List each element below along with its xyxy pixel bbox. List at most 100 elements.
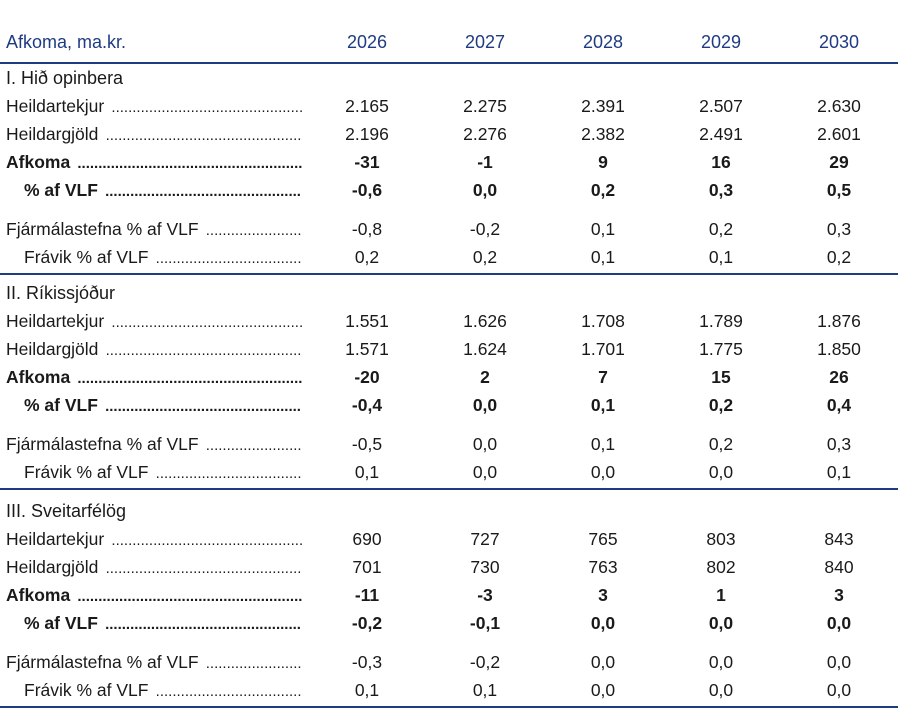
cell-value: 0,0 [708, 652, 734, 672]
cell-value: 0,0 [472, 180, 498, 200]
cell-value: 727 [470, 529, 500, 549]
row-label: Heildartekjur [6, 307, 302, 335]
cell-value: 1.571 [345, 339, 389, 359]
row-label: Fjármálastefna % af VLF [6, 648, 302, 676]
section-divider [0, 273, 898, 275]
table-row-pct-vlf: % af VLF -0,6 0,0 0,2 0,3 0,5 [0, 176, 900, 204]
cell-value: 29 [829, 152, 849, 172]
cell-value: -31 [354, 152, 380, 172]
section-divider [0, 488, 898, 490]
cell-value: 1.551 [345, 311, 389, 331]
cell-value: 0,1 [590, 395, 616, 415]
cell-value: 0,0 [472, 462, 498, 482]
row-label: Frávik % af VLF [24, 676, 302, 704]
cell-value: 840 [824, 557, 854, 577]
cell-value: 0,3 [826, 219, 852, 239]
cell-value: 2.507 [699, 96, 743, 116]
cell-value: 0,0 [590, 613, 616, 633]
table-row-fravik: Frávik % af VLF 0,1 0,0 0,0 0,0 0,1 [0, 458, 900, 486]
row-label-text: % af VLF [24, 395, 101, 415]
cell-value: -1 [477, 152, 493, 172]
cell-value: 0,0 [590, 462, 616, 482]
cell-value: -0,8 [351, 219, 383, 239]
cell-value: 7 [598, 367, 608, 387]
cell-value: 0,0 [826, 613, 852, 633]
row-label-text: Fjármálastefna % af VLF [6, 434, 202, 454]
row-label-text: Frávik % af VLF [24, 247, 152, 267]
cell-value: -0,2 [351, 613, 383, 633]
table-row-heildartekjur: Heildartekjur 690 727 765 803 843 [0, 525, 900, 553]
cell-value: 0,2 [708, 434, 734, 454]
cell-value: 0,1 [590, 219, 616, 239]
row-label: % af VLF [24, 176, 302, 204]
year-header: 2029 [700, 32, 742, 52]
cell-value: 3 [598, 585, 608, 605]
row-label: Heildargjöld [6, 553, 302, 581]
table-title: Afkoma, ma.kr. [6, 32, 127, 52]
row-label: Frávik % af VLF [24, 458, 302, 486]
cell-value: 843 [824, 529, 854, 549]
cell-value: 0,0 [826, 680, 852, 700]
row-label-text: Heildargjöld [6, 124, 102, 144]
cell-value: 701 [352, 557, 382, 577]
cell-value: 2.601 [817, 124, 861, 144]
cell-value: 2.382 [581, 124, 625, 144]
row-label-text: % af VLF [24, 180, 101, 200]
section-title-text: II. Ríkissjóður [6, 283, 116, 303]
cell-value: -0,3 [351, 652, 383, 672]
cell-value: 0,2 [354, 247, 380, 267]
cell-value: 803 [706, 529, 736, 549]
cell-value: 0,1 [354, 462, 380, 482]
table-row-pct-vlf: % af VLF -0,2 -0,1 0,0 0,0 0,0 [0, 609, 900, 637]
year-header: 2030 [818, 32, 860, 52]
section-divider [0, 706, 898, 708]
cell-value: 0,3 [708, 180, 734, 200]
cell-value: 1 [716, 585, 726, 605]
table-row-heildartekjur: Heildartekjur 2.165 2.275 2.391 2.507 2.630 [0, 92, 900, 120]
row-label: Afkoma [6, 581, 302, 609]
row-label-text: Frávik % af VLF [24, 462, 152, 482]
table-row-heildargjold: Heildargjöld 2.196 2.276 2.382 2.491 2.601 [0, 120, 900, 148]
row-label: Heildartekjur [6, 92, 302, 120]
cell-value: 2.196 [345, 124, 389, 144]
cell-value: 0,1 [708, 247, 734, 267]
cell-value: -0,5 [351, 434, 383, 454]
cell-value: 0,2 [472, 247, 498, 267]
cell-value: 0,0 [590, 652, 616, 672]
cell-value: 2.276 [463, 124, 507, 144]
cell-value: 690 [352, 529, 382, 549]
cell-value: 9 [598, 152, 608, 172]
row-label-text: Heildartekjur [6, 311, 108, 331]
cell-value: 0,0 [826, 652, 852, 672]
cell-value: 3 [834, 585, 844, 605]
row-label-text: Afkoma [6, 152, 74, 172]
cell-value: 26 [829, 367, 849, 387]
cell-value: -3 [477, 585, 493, 605]
section-title-text: I. Hið opinbera [6, 68, 124, 88]
cell-value: 0,1 [472, 680, 498, 700]
cell-value: 0,2 [590, 180, 616, 200]
cell-value: 0,2 [708, 219, 734, 239]
row-label: Heildargjöld [6, 120, 302, 148]
row-label-text: Heildargjöld [6, 557, 102, 577]
cell-value: 0,0 [708, 462, 734, 482]
cell-value: 2.630 [817, 96, 861, 116]
table-row-pct-vlf: % af VLF -0,4 0,0 0,1 0,2 0,4 [0, 391, 900, 419]
row-label-text: Heildartekjur [6, 529, 108, 549]
cell-value: 0,1 [826, 462, 852, 482]
cell-value: 0,4 [826, 395, 852, 415]
row-label: Afkoma [6, 363, 302, 391]
cell-value: 2.491 [699, 124, 743, 144]
cell-value: 1.626 [463, 311, 507, 331]
table-row-afkoma: Afkoma -20 2 7 15 26 [0, 363, 900, 391]
table-row-heildargjold: Heildargjöld 701 730 763 802 840 [0, 553, 900, 581]
section-title: I. Hið opinbera [0, 64, 900, 92]
table-row-fravik: Frávik % af VLF 0,2 0,2 0,1 0,1 0,2 [0, 243, 900, 271]
cell-value: 0,0 [708, 680, 734, 700]
year-header: 2028 [582, 32, 624, 52]
cell-value: 763 [588, 557, 618, 577]
row-label: Fjármálastefna % af VLF [6, 215, 302, 243]
row-label-text: Afkoma [6, 367, 74, 387]
cell-value: 1.775 [699, 339, 743, 359]
